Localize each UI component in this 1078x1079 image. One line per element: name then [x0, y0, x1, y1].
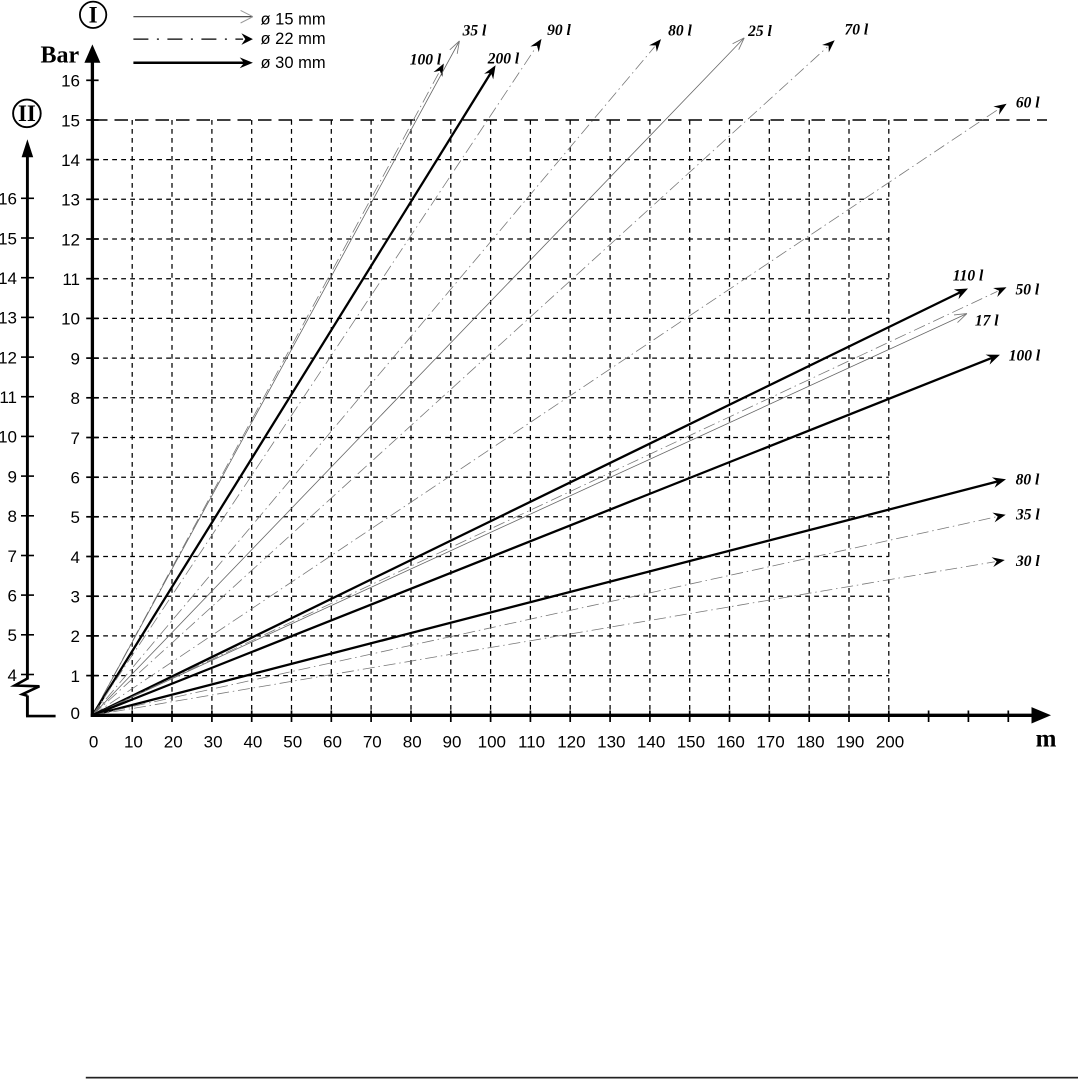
svg-text:7: 7: [71, 429, 80, 448]
svg-text:80 l: 80 l: [668, 23, 692, 40]
svg-text:I: I: [89, 3, 98, 28]
svg-text:15: 15: [61, 111, 80, 130]
svg-text:II: II: [18, 101, 36, 126]
svg-text:12: 12: [61, 230, 80, 249]
svg-text:13: 13: [0, 309, 17, 328]
svg-text:190: 190: [836, 733, 864, 752]
svg-text:70 l: 70 l: [845, 21, 869, 38]
svg-text:160: 160: [717, 733, 745, 752]
svg-text:7: 7: [8, 547, 17, 566]
svg-text:Bar: Bar: [41, 42, 80, 68]
svg-text:25 l: 25 l: [747, 23, 772, 40]
svg-text:200 l: 200 l: [487, 50, 520, 67]
svg-text:2: 2: [71, 627, 80, 646]
svg-text:140: 140: [637, 733, 665, 752]
svg-text:6: 6: [71, 469, 80, 488]
svg-text:100: 100: [478, 733, 506, 752]
svg-text:40: 40: [243, 733, 262, 752]
svg-text:11: 11: [0, 388, 17, 407]
svg-text:10: 10: [61, 310, 80, 329]
svg-text:10: 10: [124, 733, 143, 752]
svg-text:100 l: 100 l: [410, 52, 442, 69]
svg-text:8: 8: [71, 389, 80, 408]
svg-text:170: 170: [756, 733, 784, 752]
svg-text:ø 30 mm: ø 30 mm: [261, 54, 326, 72]
svg-text:130: 130: [597, 733, 625, 752]
svg-text:1: 1: [71, 667, 80, 686]
svg-text:4: 4: [71, 548, 80, 567]
svg-text:10: 10: [0, 428, 17, 447]
svg-text:90 l: 90 l: [547, 22, 571, 39]
svg-text:150: 150: [677, 733, 705, 752]
svg-text:12: 12: [0, 348, 17, 367]
svg-text:3: 3: [71, 588, 80, 607]
svg-text:35 l: 35 l: [1015, 506, 1040, 523]
svg-text:30 l: 30 l: [1015, 553, 1040, 570]
svg-text:180: 180: [796, 733, 824, 752]
svg-text:0: 0: [71, 704, 80, 723]
svg-text:9: 9: [8, 467, 17, 486]
svg-text:15: 15: [0, 229, 17, 248]
svg-text:50: 50: [283, 733, 302, 752]
svg-text:50 l: 50 l: [1016, 282, 1040, 299]
svg-text:8: 8: [8, 507, 17, 526]
svg-text:20: 20: [164, 733, 183, 752]
svg-text:30: 30: [204, 733, 223, 752]
svg-text:70: 70: [363, 733, 382, 752]
svg-text:17 l: 17 l: [975, 312, 999, 329]
svg-text:ø 22 mm: ø 22 mm: [261, 30, 326, 48]
svg-text:14: 14: [0, 269, 17, 288]
svg-text:ø 15 mm: ø 15 mm: [261, 10, 326, 28]
svg-text:80: 80: [403, 733, 422, 752]
svg-text:80 l: 80 l: [1016, 472, 1040, 489]
svg-text:120: 120: [557, 733, 585, 752]
svg-text:60 l: 60 l: [1016, 95, 1040, 112]
svg-text:60: 60: [323, 733, 342, 752]
svg-text:5: 5: [8, 626, 17, 645]
svg-text:6: 6: [8, 586, 17, 605]
svg-text:200: 200: [876, 733, 904, 752]
svg-text:14: 14: [61, 151, 80, 170]
svg-text:m: m: [1036, 725, 1057, 752]
svg-text:35 l: 35 l: [462, 22, 487, 39]
svg-text:110: 110: [518, 733, 545, 752]
svg-text:4: 4: [8, 666, 17, 685]
svg-text:90: 90: [443, 733, 462, 752]
svg-text:16: 16: [61, 72, 80, 91]
svg-text:11: 11: [62, 270, 80, 289]
svg-text:100 l: 100 l: [1009, 348, 1041, 365]
svg-text:9: 9: [71, 349, 80, 368]
svg-text:13: 13: [61, 191, 80, 210]
svg-text:5: 5: [71, 508, 80, 527]
svg-text:16: 16: [0, 190, 17, 209]
svg-text:0: 0: [89, 733, 98, 752]
svg-text:110 l: 110 l: [953, 268, 984, 285]
